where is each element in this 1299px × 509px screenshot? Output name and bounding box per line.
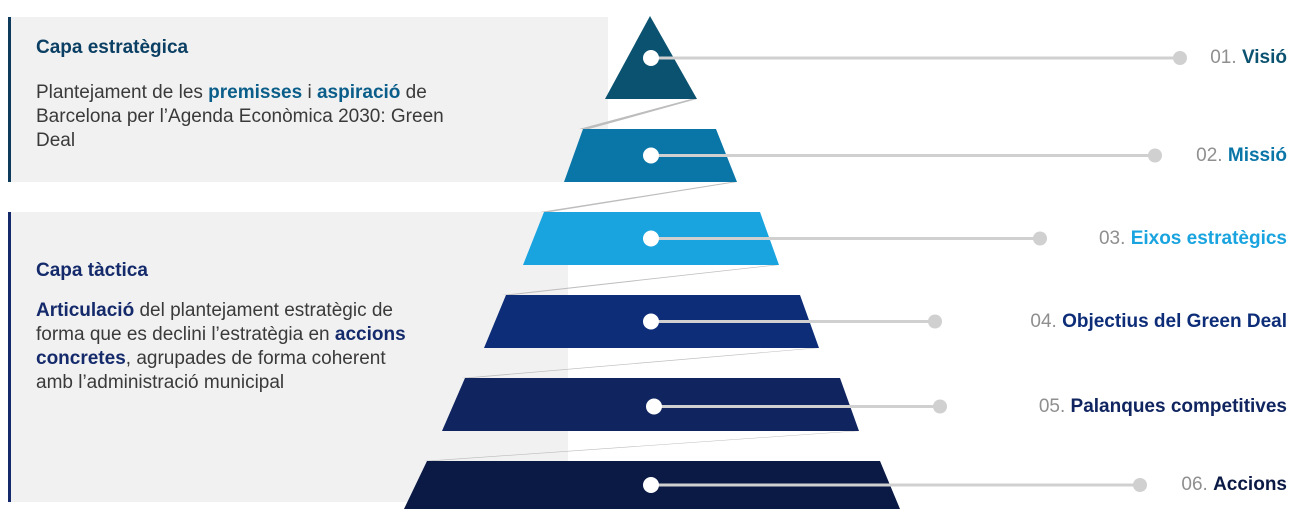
level-end-dot bbox=[1033, 231, 1047, 246]
level-number: 03. bbox=[1098, 227, 1131, 249]
description-highlight: aspiració bbox=[316, 82, 401, 103]
level-name: Visió bbox=[1241, 47, 1287, 68]
description-text: de Barcelona per l’Agenda Econòmica 2030… bbox=[36, 82, 444, 151]
level-name: Objectius del Green Deal bbox=[1062, 310, 1287, 332]
level-name: Eixos estratègics bbox=[1130, 227, 1287, 249]
level-dot bbox=[643, 477, 659, 493]
pyramid-connector bbox=[579, 99, 697, 129]
tactical-layer-title: Capa tàctica bbox=[36, 260, 148, 281]
level-end-dot bbox=[928, 314, 942, 329]
pyramid-connector bbox=[461, 348, 819, 378]
level-name: Palanques competitives bbox=[1070, 395, 1287, 417]
description-highlight: premisses bbox=[208, 82, 303, 103]
level-label: 04. Objectius del Green Deal bbox=[1030, 311, 1287, 333]
strategic-layer-description: Plantejament de les premisses i aspiraci… bbox=[36, 81, 456, 153]
description-text: Plantejament de les bbox=[36, 82, 209, 103]
level-label: 01. Visió bbox=[1210, 47, 1287, 69]
level-end-dot bbox=[933, 399, 947, 414]
level-label: 06. Accions bbox=[1181, 474, 1287, 496]
level-dot bbox=[643, 147, 659, 164]
level-number: 01. bbox=[1210, 47, 1242, 68]
tactical-layer-description: Articulació del plantejament estratègic … bbox=[36, 299, 416, 395]
level-name: Missió bbox=[1227, 144, 1287, 166]
level-dot bbox=[646, 398, 662, 415]
level-label: 05. Palanques competitives bbox=[1039, 396, 1287, 418]
tactical-layer-panel: Capa tàctica Articulació del plantejamen… bbox=[8, 212, 568, 502]
description-text: i bbox=[302, 82, 317, 103]
level-end-dot bbox=[1133, 478, 1147, 492]
level-label: 03. Eixos estratègics bbox=[1099, 228, 1287, 250]
level-dot bbox=[643, 313, 659, 330]
description-text: del plantejament estratègic de forma que… bbox=[36, 300, 393, 345]
description-highlight: Articulació bbox=[36, 300, 135, 321]
level-number: 02. bbox=[1196, 144, 1228, 166]
level-number: 05. bbox=[1038, 395, 1071, 417]
level-name: Accions bbox=[1213, 474, 1287, 495]
level-label: 02. Missió bbox=[1196, 145, 1287, 167]
pyramid-connector bbox=[540, 182, 737, 212]
strategic-layer-title: Capa estratègica bbox=[36, 37, 189, 58]
description-highlight: accions concretes bbox=[36, 324, 406, 369]
level-number: 06. bbox=[1181, 474, 1214, 495]
level-end-dot bbox=[1148, 148, 1162, 163]
level-dot bbox=[643, 230, 659, 247]
level-end-dot bbox=[1173, 51, 1187, 65]
level-number: 04. bbox=[1030, 310, 1063, 332]
pyramid-connector bbox=[423, 431, 859, 461]
level-dot bbox=[643, 50, 659, 66]
description-text: , agrupades de forma coherent amb l’admi… bbox=[36, 348, 386, 393]
strategic-layer-panel: Capa estratègica Plantejament de les pre… bbox=[8, 17, 608, 182]
pyramid-connector bbox=[502, 265, 779, 295]
